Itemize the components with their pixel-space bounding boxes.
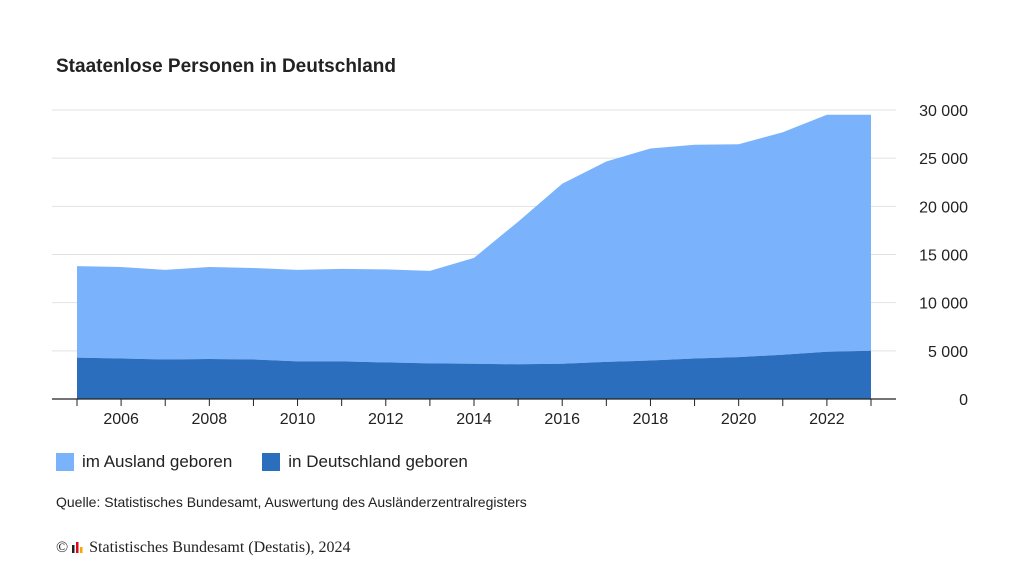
y-tick-label: 25 000 (919, 151, 968, 168)
y-tick-label: 0 (959, 392, 968, 409)
legend-swatch-ausland (56, 453, 74, 471)
legend-label-ausland: im Ausland geboren (82, 452, 233, 471)
copyright-symbol: © (56, 539, 69, 556)
x-tick-label: 2020 (721, 411, 757, 428)
x-tick-label: 2016 (544, 411, 580, 428)
area-series-im-ausland-geboren (77, 114, 871, 365)
source-note: Quelle: Statistisches Bundesamt, Auswert… (56, 494, 527, 510)
y-tick-label: 15 000 (919, 248, 968, 265)
legend-swatch-deutschland (262, 453, 281, 471)
x-tick-label: 2022 (809, 411, 845, 428)
y-tick-label: 10 000 (919, 296, 968, 313)
y-tick-label: 30 000 (919, 103, 968, 120)
x-tick-label: 2012 (368, 411, 404, 428)
area-series-in-deutschland-geboren (77, 350, 871, 399)
x-tick-label: 2014 (456, 411, 492, 428)
chart-title: Staatenlose Personen in Deutschland (56, 56, 396, 77)
legend-item-deutschland[interactable]: in Deutschland geboren (262, 452, 468, 472)
x-tick-label: 2006 (103, 411, 139, 428)
chart-legend: im Ausland geboren in Deutschland gebore… (56, 452, 498, 472)
legend-item-ausland[interactable]: im Ausland geboren (56, 452, 232, 472)
y-tick-label: 20 000 (919, 199, 968, 216)
destatis-logo-icon (72, 542, 83, 553)
x-tick-label: 2018 (633, 411, 669, 428)
copyright-line: © Statistisches Bundesamt (Destatis), 20… (56, 539, 350, 557)
x-tick-label: 2008 (192, 411, 228, 428)
legend-label-deutschland: in Deutschland geboren (288, 452, 468, 471)
copyright-text: Statistisches Bundesamt (Destatis), 2024 (89, 539, 351, 556)
y-tick-label: 5 000 (928, 344, 968, 361)
x-tick-label: 2010 (280, 411, 316, 428)
